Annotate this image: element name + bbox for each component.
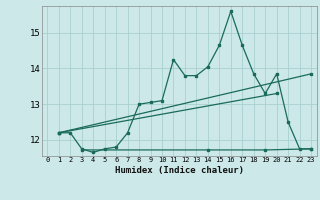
X-axis label: Humidex (Indice chaleur): Humidex (Indice chaleur) [115, 166, 244, 175]
